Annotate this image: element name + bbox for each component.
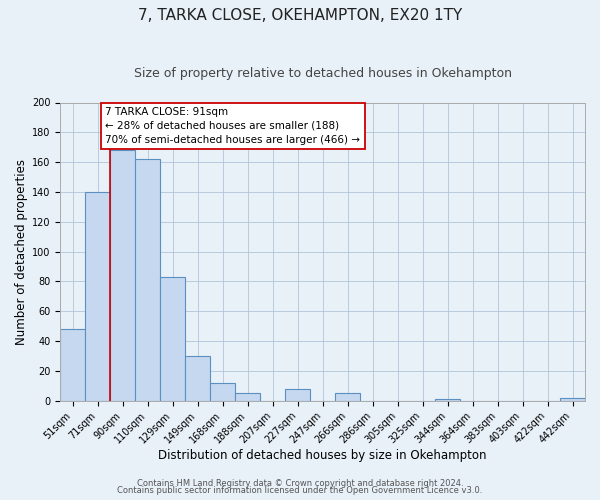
Text: 7 TARKA CLOSE: 91sqm
← 28% of detached houses are smaller (188)
70% of semi-deta: 7 TARKA CLOSE: 91sqm ← 28% of detached h… — [106, 107, 361, 145]
Bar — [160, 277, 185, 400]
Bar — [185, 356, 210, 401]
Y-axis label: Number of detached properties: Number of detached properties — [15, 158, 28, 344]
Bar — [210, 382, 235, 400]
Title: Size of property relative to detached houses in Okehampton: Size of property relative to detached ho… — [134, 68, 512, 80]
Bar — [285, 388, 310, 400]
Text: Contains public sector information licensed under the Open Government Licence v3: Contains public sector information licen… — [118, 486, 482, 495]
Text: Contains HM Land Registry data © Crown copyright and database right 2024.: Contains HM Land Registry data © Crown c… — [137, 478, 463, 488]
Bar — [85, 192, 110, 400]
X-axis label: Distribution of detached houses by size in Okehampton: Distribution of detached houses by size … — [158, 450, 487, 462]
Bar — [560, 398, 585, 400]
Bar — [235, 393, 260, 400]
Bar — [61, 329, 85, 400]
Bar — [335, 393, 360, 400]
Bar — [435, 399, 460, 400]
Text: 7, TARKA CLOSE, OKEHAMPTON, EX20 1TY: 7, TARKA CLOSE, OKEHAMPTON, EX20 1TY — [138, 8, 462, 22]
Bar — [136, 159, 160, 400]
Bar — [110, 150, 136, 401]
